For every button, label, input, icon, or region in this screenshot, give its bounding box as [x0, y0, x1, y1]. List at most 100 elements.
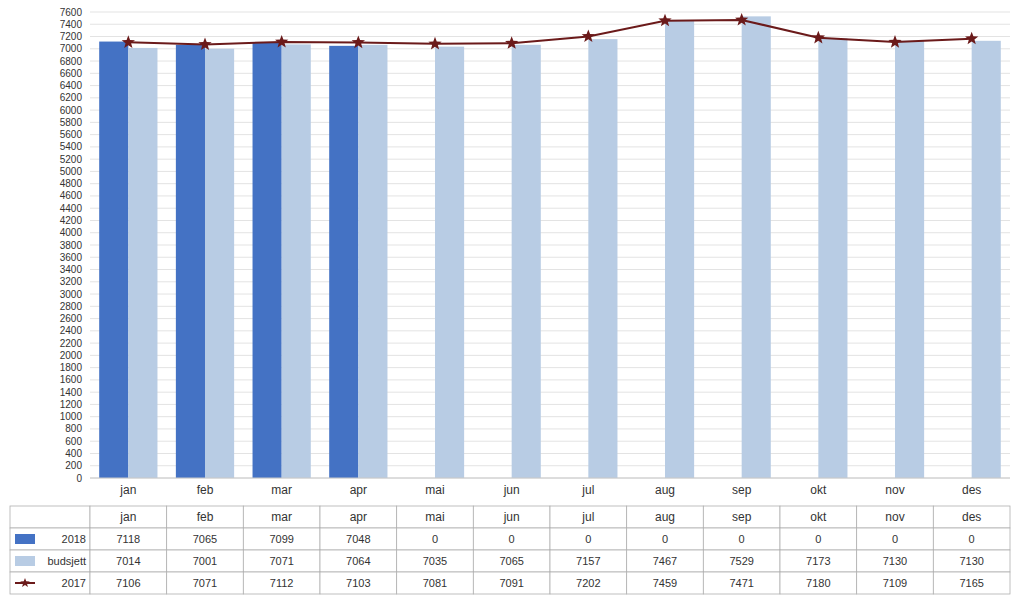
table-value: 7165: [959, 577, 983, 589]
x-tick-label: feb: [197, 483, 214, 497]
y-tick-label: 4400: [60, 203, 83, 214]
table-value: 7118: [117, 533, 141, 545]
table-value: 7091: [499, 577, 523, 589]
table-value: 7157: [576, 555, 600, 567]
x-tick-label: mai: [425, 483, 444, 497]
table-value: 7529: [729, 555, 753, 567]
legend-label: 2017: [62, 577, 86, 589]
y-tick-label: 4000: [60, 227, 83, 238]
bar: [972, 41, 1001, 478]
table-header: jun: [503, 510, 520, 524]
table-cell: [473, 572, 550, 594]
marker: [352, 35, 365, 48]
x-tick-label: jan: [119, 483, 136, 497]
table-value: 7202: [576, 577, 600, 589]
table-cell: [397, 528, 474, 550]
table-header: aug: [655, 510, 675, 524]
y-tick-label: 2000: [60, 350, 83, 361]
bar: [895, 41, 924, 478]
x-tick-label: mar: [271, 483, 292, 497]
bar: [818, 38, 847, 478]
bar: [176, 45, 205, 478]
bar: [253, 43, 282, 478]
x-tick-label: apr: [350, 483, 367, 497]
y-tick-label: 2400: [60, 325, 83, 336]
table-cell: [550, 572, 627, 594]
table-cell: [857, 550, 934, 572]
marker: [275, 35, 288, 48]
y-tick-label: 2800: [60, 301, 83, 312]
y-tick-label: 3200: [60, 276, 83, 287]
table-cell: [90, 506, 167, 528]
table-cell: [10, 528, 90, 550]
y-tick-label: 3400: [60, 264, 83, 275]
bar: [128, 48, 157, 478]
y-tick-label: 7200: [60, 31, 83, 42]
y-tick-label: 2200: [60, 338, 83, 349]
bar: [358, 45, 387, 478]
table-value: 7001: [193, 555, 217, 567]
bar: [205, 49, 234, 478]
table-cell: [167, 550, 244, 572]
table-cell: [397, 506, 474, 528]
table-header: okt: [810, 510, 827, 524]
legend-swatch: [15, 556, 35, 566]
bar: [588, 39, 617, 478]
table-cell: [780, 550, 857, 572]
grid-line: [90, 12, 1010, 13]
table-header: jul: [581, 510, 594, 524]
table-cell: [627, 572, 704, 594]
y-tick-label: 4200: [60, 215, 83, 226]
y-tick-label: 800: [65, 423, 82, 434]
table-value: 7106: [116, 577, 140, 589]
bar: [435, 47, 464, 478]
y-tick-label: 5200: [60, 154, 83, 165]
table-cell: [397, 550, 474, 572]
table-cell: [10, 550, 90, 572]
grid-line: [90, 24, 1010, 25]
table-cell: [90, 528, 167, 550]
marker: [582, 29, 595, 42]
y-tick-label: 5000: [60, 166, 83, 177]
table-cell: [473, 550, 550, 572]
y-tick-label: 6200: [60, 92, 83, 103]
table-cell: [90, 572, 167, 594]
y-tick-label: 7000: [60, 43, 83, 54]
table-cell: [550, 550, 627, 572]
x-tick-label: jun: [503, 483, 520, 497]
table-header: apr: [350, 510, 367, 524]
y-tick-label: 7400: [60, 19, 83, 30]
table-header: nov: [885, 510, 904, 524]
table-value: 7035: [423, 555, 447, 567]
table-value: 7180: [806, 577, 830, 589]
table-value: 0: [969, 533, 975, 545]
y-tick-label: 1400: [60, 387, 83, 398]
table-value: 7112: [270, 577, 294, 589]
grid: [90, 12, 1010, 478]
bar: [99, 42, 128, 478]
table-cell: [627, 528, 704, 550]
marker: [965, 32, 978, 45]
grid-line: [90, 478, 1010, 479]
legend-label: budsjett: [47, 555, 86, 567]
table-cell: [703, 550, 780, 572]
table-value: 7471: [729, 577, 753, 589]
table-cell: [550, 506, 627, 528]
table-cell: [780, 506, 857, 528]
table-value: 7099: [269, 533, 293, 545]
table-cell: [320, 528, 397, 550]
y-tick-label: 4600: [60, 190, 83, 201]
legend-label: 2018: [62, 533, 86, 545]
y-tick-label: 5600: [60, 129, 83, 140]
data-table: janfebmaraprmaijunjulaugsepoktnovdes2018…: [10, 506, 1010, 594]
table-value: 7065: [499, 555, 523, 567]
table-header: sep: [732, 510, 752, 524]
table-cell: [933, 528, 1010, 550]
y-tick-label: 6600: [60, 68, 83, 79]
table-cell: [167, 506, 244, 528]
table-value: 7130: [959, 555, 983, 567]
table-cell: [473, 528, 550, 550]
marker: [428, 37, 441, 50]
legend-swatch-marker: [20, 578, 30, 587]
y-tick-label: 6400: [60, 80, 83, 91]
